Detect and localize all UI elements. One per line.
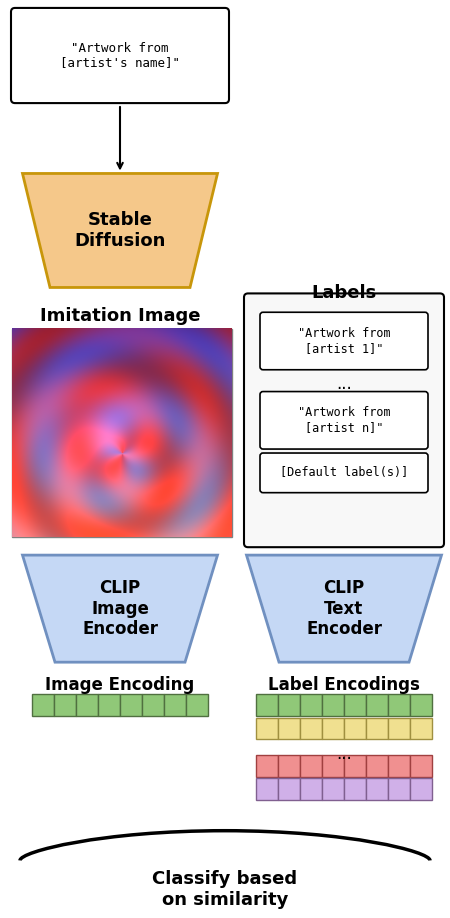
Bar — [410, 756, 432, 778]
Text: Image Encoding: Image Encoding — [45, 676, 194, 694]
Text: Imitation Image: Imitation Image — [40, 308, 200, 325]
Bar — [120, 694, 142, 716]
Polygon shape — [22, 555, 217, 662]
Bar — [256, 756, 278, 778]
FancyBboxPatch shape — [11, 8, 229, 103]
Text: Classify based
on similarity: Classify based on similarity — [153, 870, 297, 909]
Bar — [366, 778, 388, 800]
Bar — [344, 756, 366, 778]
Bar — [76, 694, 98, 716]
Bar — [344, 718, 366, 740]
Bar — [344, 778, 366, 800]
Text: [Default label(s)]: [Default label(s)] — [280, 466, 408, 479]
Bar — [32, 694, 54, 716]
Bar — [366, 694, 388, 716]
Bar — [322, 694, 344, 716]
Polygon shape — [22, 174, 217, 287]
Text: CLIP
Image
Encoder: CLIP Image Encoder — [82, 579, 158, 638]
Bar — [388, 756, 410, 778]
Bar — [322, 778, 344, 800]
Bar — [410, 694, 432, 716]
Bar — [256, 694, 278, 716]
Text: "Artwork from
[artist 1]": "Artwork from [artist 1]" — [298, 327, 390, 355]
Bar — [322, 718, 344, 740]
Text: ...: ... — [336, 745, 352, 764]
Text: "Artwork from
[artist's name]": "Artwork from [artist's name]" — [60, 41, 180, 70]
FancyBboxPatch shape — [260, 312, 428, 370]
Bar — [344, 694, 366, 716]
Bar — [256, 718, 278, 740]
Text: "Artwork from
[artist n]": "Artwork from [artist n]" — [298, 407, 390, 434]
Bar — [278, 756, 300, 778]
Bar — [142, 694, 164, 716]
Bar — [300, 756, 322, 778]
Bar — [300, 778, 322, 800]
Bar — [366, 718, 388, 740]
FancyBboxPatch shape — [260, 392, 428, 449]
Bar — [54, 694, 76, 716]
Bar — [256, 778, 278, 800]
Bar — [300, 718, 322, 740]
Bar — [300, 694, 322, 716]
Bar — [278, 694, 300, 716]
Text: Labels: Labels — [311, 285, 377, 302]
Bar — [12, 330, 232, 537]
Bar — [366, 756, 388, 778]
Bar — [388, 718, 410, 740]
Bar — [98, 694, 120, 716]
Bar — [322, 756, 344, 778]
Bar — [278, 718, 300, 740]
Bar — [388, 778, 410, 800]
Bar — [410, 718, 432, 740]
Text: Label Encodings: Label Encodings — [268, 676, 420, 694]
Bar — [186, 694, 208, 716]
Text: CLIP
Text
Encoder: CLIP Text Encoder — [306, 579, 382, 638]
Bar — [164, 694, 186, 716]
FancyBboxPatch shape — [244, 294, 444, 547]
Polygon shape — [247, 555, 441, 662]
Text: ...: ... — [336, 375, 352, 393]
Bar — [410, 778, 432, 800]
Bar — [278, 778, 300, 800]
FancyBboxPatch shape — [260, 453, 428, 493]
Bar — [388, 694, 410, 716]
Text: Stable
Diffusion: Stable Diffusion — [74, 211, 166, 250]
